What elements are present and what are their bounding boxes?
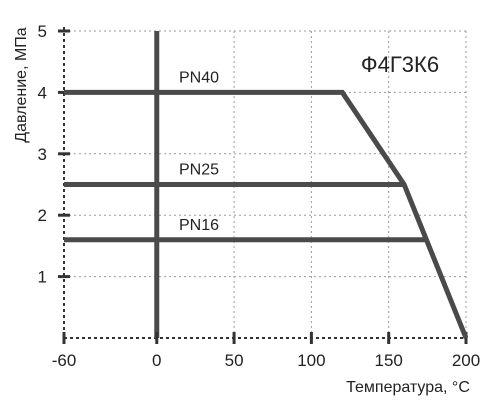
y-tick-label: 3 — [38, 145, 47, 164]
series-label-pn16: PN16 — [179, 217, 219, 234]
series-lines — [64, 89, 469, 339]
x-tick-label: -60 — [52, 351, 77, 370]
y-tick-label: 4 — [38, 83, 47, 102]
y-tick-label: 5 — [38, 22, 47, 41]
chart-title: Ф4Г3К6 — [361, 52, 439, 77]
x-tick-label: 150 — [375, 351, 403, 370]
x-tick-label: 0 — [152, 351, 161, 370]
y-tick-label: 1 — [38, 268, 47, 287]
y-tick-label: 2 — [38, 206, 47, 225]
x-tick-label: 100 — [297, 351, 325, 370]
series-label-pn25: PN25 — [179, 162, 219, 179]
labels: -60 0 50 100 150 200 1 2 3 4 5 PN40 PN25 PN16 — [38, 22, 481, 370]
series-line-pn40 — [64, 89, 469, 339]
x-tick-label: 50 — [225, 351, 244, 370]
series-label-pn40: PN40 — [179, 69, 219, 86]
x-axis-label: Температура, °C — [346, 379, 470, 396]
grid — [64, 30, 467, 338]
y-axis-label: Давление, МПа — [13, 27, 30, 142]
x-tick-label: 200 — [452, 351, 480, 370]
